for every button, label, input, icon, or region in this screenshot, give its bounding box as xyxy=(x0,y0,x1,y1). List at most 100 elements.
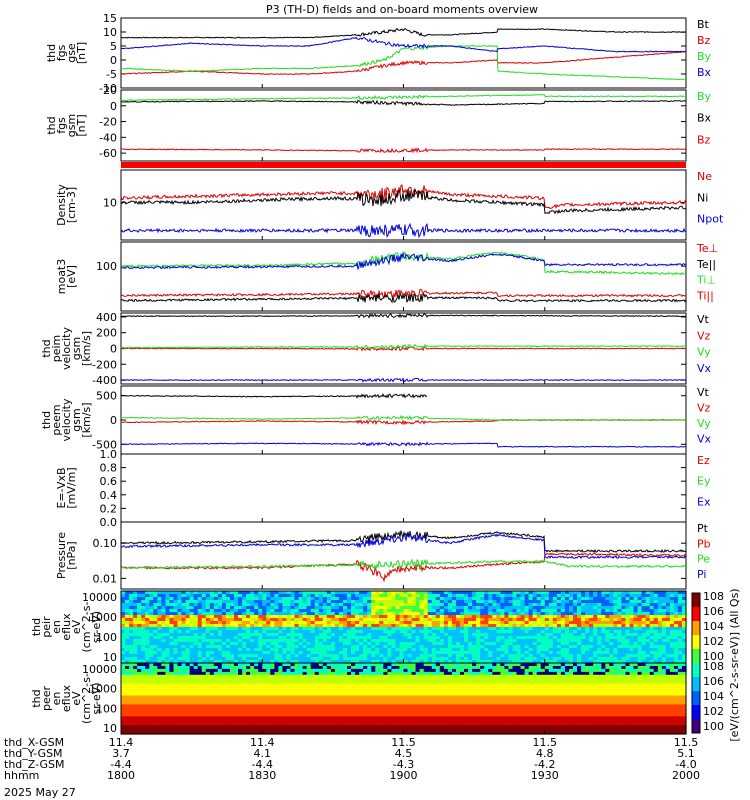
heatmap-cell xyxy=(451,645,457,649)
heatmap-cell xyxy=(677,660,683,664)
heatmap-cell xyxy=(480,680,485,685)
heatmap-cell xyxy=(488,630,493,634)
heatmap-cell xyxy=(403,648,409,652)
heatmap-cell xyxy=(129,597,134,601)
heatmap-cell xyxy=(121,591,126,595)
heatmap-cell xyxy=(415,609,421,613)
heatmap-cell xyxy=(161,680,166,685)
panel-frame xyxy=(120,521,687,590)
heatmap-cell xyxy=(419,606,425,610)
heatmap-cell xyxy=(597,677,602,682)
heatmap-cell xyxy=(468,677,473,682)
heatmap-cell xyxy=(637,603,643,607)
heatmap-cell xyxy=(601,680,606,685)
heatmap-cell xyxy=(657,680,663,685)
heatmap-cell xyxy=(254,591,259,595)
heatmap-cell xyxy=(165,680,170,685)
heatmap-cell xyxy=(157,692,162,697)
heatmap-cell xyxy=(185,621,191,625)
heatmap-cell xyxy=(391,668,396,673)
heatmap-cell xyxy=(597,636,602,640)
heatmap-cell xyxy=(617,639,622,643)
heatmap-cell xyxy=(173,654,179,658)
heatmap-cell xyxy=(395,657,400,661)
heatmap-cell xyxy=(560,674,566,679)
heatmap-cell xyxy=(415,689,421,694)
heatmap-cell xyxy=(577,677,582,682)
heatmap-cell xyxy=(242,603,247,607)
heatmap-cell xyxy=(496,651,501,655)
heatmap-cell xyxy=(419,651,425,655)
heatmap-cell xyxy=(153,668,158,673)
heatmap-cell xyxy=(504,621,509,625)
heatmap-cell xyxy=(589,660,594,664)
y-axis-label: sr-eV) xyxy=(90,682,103,714)
heatmap-cell xyxy=(278,591,283,595)
heatmap-cell xyxy=(225,609,231,613)
heatmap-cell xyxy=(528,597,534,601)
heatmap-cell xyxy=(395,603,400,607)
heatmap-cell xyxy=(682,645,687,649)
heatmap-cell xyxy=(447,689,453,694)
y-axis-label: thd xyxy=(45,116,58,134)
heatmap-cell xyxy=(577,606,582,610)
heatmap-cell xyxy=(343,648,348,652)
heatmap-cell xyxy=(431,680,437,685)
heatmap-cell xyxy=(423,597,429,601)
heatmap-cell xyxy=(669,674,675,679)
heatmap-cell xyxy=(577,657,582,661)
heatmap-cell xyxy=(266,597,271,601)
heatmap-cell xyxy=(540,654,546,658)
heatmap-cell xyxy=(242,671,247,676)
heatmap-cell xyxy=(617,677,622,682)
heatmap-cell xyxy=(197,663,203,667)
heatmap-cell xyxy=(645,615,651,619)
heatmap-cell xyxy=(242,648,247,652)
heatmap-cell xyxy=(234,639,239,643)
heatmap-cell xyxy=(213,642,219,646)
heatmap-cell xyxy=(395,674,400,679)
heatmap-cell xyxy=(443,680,449,685)
heatmap-cell xyxy=(625,645,631,649)
heatmap-cell xyxy=(552,677,558,682)
heatmap-cell xyxy=(318,660,324,664)
heatmap-cell xyxy=(423,609,429,613)
heatmap-cell xyxy=(213,594,219,598)
heatmap-cell xyxy=(153,597,158,601)
heatmap-cell xyxy=(290,651,296,655)
heatmap-cell xyxy=(476,668,481,673)
heatmap-cell xyxy=(589,680,594,685)
heatmap-cell xyxy=(213,663,219,667)
heatmap-cell xyxy=(294,660,300,664)
heatmap-cell xyxy=(447,606,453,610)
heatmap-cell xyxy=(556,597,562,601)
heatmap-cell xyxy=(528,639,534,643)
heatmap-cell xyxy=(330,657,336,661)
heatmap-cell xyxy=(359,660,364,664)
heatmap-cell xyxy=(298,651,304,655)
heatmap-cell xyxy=(532,594,538,598)
heatmap-cell xyxy=(597,594,602,598)
heatmap-cell xyxy=(665,663,671,667)
heatmap-cell xyxy=(597,680,602,685)
heatmap-cell xyxy=(508,680,513,685)
heatmap-cell xyxy=(250,677,255,682)
heatmap-cell xyxy=(439,654,445,658)
heatmap-cell xyxy=(322,597,328,601)
heatmap-cell xyxy=(460,630,465,634)
heatmap-cell xyxy=(375,671,380,676)
heatmap-cell xyxy=(205,633,211,637)
heatmap-cell xyxy=(484,627,489,631)
heatmap-cell xyxy=(468,621,473,625)
heatmap-cell xyxy=(379,689,384,694)
heatmap-cell xyxy=(419,621,425,625)
heatmap-cell xyxy=(246,651,251,655)
heatmap-cell xyxy=(516,594,522,598)
heatmap-cell xyxy=(625,639,631,643)
heatmap-cell xyxy=(411,594,417,598)
heatmap-cell xyxy=(661,615,667,619)
heatmap-cell xyxy=(560,677,566,682)
heatmap-cell xyxy=(524,633,530,637)
heatmap-cell xyxy=(379,639,384,643)
heatmap-cell xyxy=(250,636,255,640)
